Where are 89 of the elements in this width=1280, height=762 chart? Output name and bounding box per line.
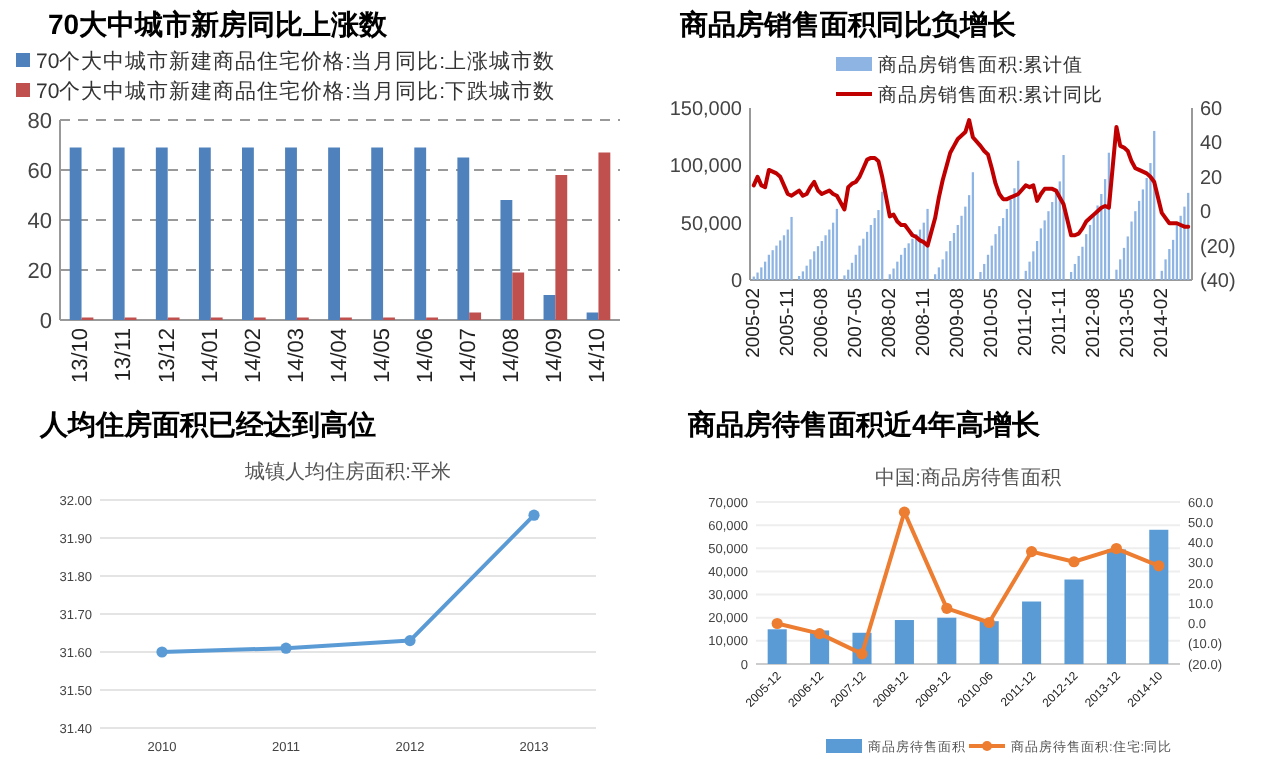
bar (894, 620, 914, 664)
bar (1022, 601, 1042, 664)
point (156, 646, 168, 658)
bar (767, 629, 787, 664)
y-tick-label: 60 (27, 159, 52, 184)
x-tick-label: 2013-05 (1116, 288, 1139, 358)
y-tick-label: 40 (27, 209, 52, 234)
bar (598, 152, 611, 320)
x-tick-label: 14/01 (198, 328, 223, 384)
legend-label: 商品房销售面积:累计同比 (878, 82, 1104, 107)
y-tick-label: 50,000 (680, 213, 743, 236)
bar (469, 312, 482, 320)
legend-label: 70个大中城市新建商品住宅价格:当月同比:上涨城市数 (36, 47, 556, 74)
bar (155, 147, 168, 320)
x-tick-label: 2010-05 (980, 288, 1003, 358)
bar (979, 621, 999, 664)
bar (1064, 579, 1084, 664)
x-tick-label: 14/06 (413, 328, 438, 384)
bar (555, 175, 568, 320)
x-tick-label: 14/03 (284, 328, 309, 384)
point (1068, 556, 1080, 568)
bar (242, 147, 254, 320)
x-tick-label: 14/02 (241, 328, 266, 384)
bar (500, 200, 513, 320)
y-tick-label: 80 (27, 109, 52, 134)
legend-label: 70个大中城市新建商品住宅价格:当月同比:下跌城市数 (36, 77, 556, 104)
x-tick-label: 14/07 (457, 328, 482, 384)
bar (285, 147, 297, 320)
x-tick-label: 13/11 (112, 328, 137, 382)
x-tick-label: 13/10 (69, 328, 94, 384)
line-series (751, 118, 1191, 248)
x-tick-label: 2009-08 (946, 288, 969, 358)
bar (328, 147, 340, 320)
bar (112, 147, 125, 320)
y-tick-label: 100,000 (669, 156, 743, 179)
x-tick-label: 14/04 (327, 328, 352, 384)
x-tick-label: 2012-08 (1082, 288, 1105, 358)
x-tick-label: 14/10 (586, 328, 611, 384)
bar (457, 157, 470, 320)
bar (69, 147, 82, 320)
chart-title: 商品房待售面积近4年高增长 (686, 408, 1042, 440)
x-tick-label: 2006-08 (810, 288, 833, 358)
point (404, 635, 416, 647)
bar (937, 617, 957, 664)
x-tick-label: 13/12 (155, 328, 180, 384)
x-tick-label: 2008-11 (912, 288, 935, 357)
bar (512, 272, 525, 320)
x-tick-label: 2005-02 (742, 288, 765, 358)
bar (1149, 529, 1169, 664)
bar (543, 295, 556, 320)
y2-tick-label: 40 (1200, 133, 1224, 156)
y2-tick-label: (20) (1200, 236, 1236, 259)
point (1153, 560, 1165, 572)
point (1110, 542, 1122, 555)
x-tick-label: 2008-02 (878, 288, 901, 358)
legend-label: 商品房销售面积:累计值 (878, 52, 1084, 77)
y2-tick-label: 0 (1200, 202, 1212, 225)
point (941, 602, 953, 614)
chart-title: 人均住房面积已经达到高位 (38, 408, 376, 440)
point (814, 628, 826, 640)
chart-title: 商品房销售面积同比负增长 (678, 8, 1018, 40)
y-tick-label: 0 (730, 271, 743, 293)
bar (198, 147, 211, 320)
x-tick-label: 14/08 (500, 328, 525, 384)
point (1026, 546, 1038, 558)
x-tick-label: 2005-11 (776, 288, 799, 357)
y-tick-label: 150,000 (669, 99, 743, 121)
chart-title: 70大中城市新房同比上涨数 (48, 8, 390, 40)
point (528, 509, 540, 521)
y-tick-label: 0 (39, 309, 52, 334)
y2-tick-label: (40) (1200, 271, 1236, 293)
bar (371, 147, 384, 320)
point (280, 642, 292, 654)
point (983, 616, 995, 629)
x-tick-label: 2007-05 (844, 288, 867, 358)
x-tick-label: 14/09 (543, 328, 568, 384)
x-tick-label: 2011-11 (1048, 288, 1071, 355)
chart-subtitle: 中国:商品房待售面积 (875, 466, 1061, 490)
x-tick-label: 2014-02 (1150, 288, 1173, 358)
chart-subtitle: 城镇人均住房面积:平米 (243, 460, 451, 484)
y2-tick-label: 60 (1200, 99, 1224, 121)
bar (414, 147, 427, 320)
x-tick-label: 2011-02 (1014, 288, 1037, 357)
point (898, 506, 910, 518)
x-tick-label: 14/05 (370, 328, 395, 384)
y2-tick-label: 20 (1200, 167, 1224, 190)
y-tick-label: 20 (27, 259, 52, 284)
bar (1106, 549, 1126, 664)
point (771, 617, 783, 630)
